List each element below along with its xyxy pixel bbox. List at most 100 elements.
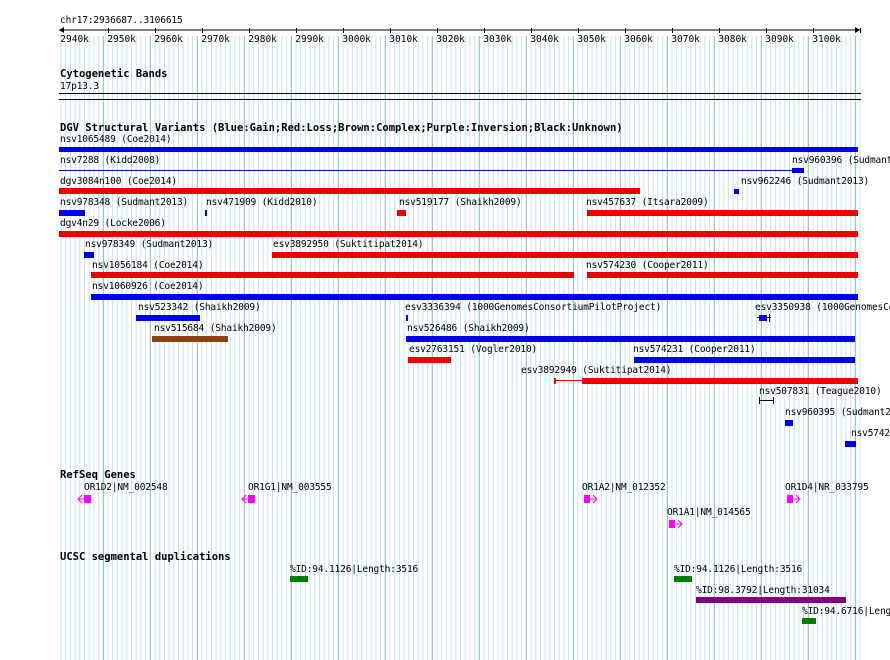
- dgv-variant-label[interactable]: nsv960396 (Sudmant2013): [792, 155, 890, 166]
- ruler-tick-label: 2940k: [60, 34, 89, 45]
- dgv-variant-block[interactable]: [553, 378, 556, 384]
- dgv-variant-bar[interactable]: [136, 315, 201, 321]
- ruler-tick-label: 3050k: [577, 34, 606, 45]
- dgv-variant-label[interactable]: dgv4n29 (Locke2006): [60, 218, 166, 229]
- dgv-variant-label[interactable]: nsv574230 (Cooper2011): [586, 260, 709, 271]
- ruler-tick-mark: [625, 28, 627, 33]
- ruler-tick-mark: [578, 28, 580, 33]
- dgv-variant-label[interactable]: esv2763151 (Vogler2010): [409, 344, 538, 355]
- right-arrow-icon[interactable]: [583, 494, 599, 504]
- ruler-tick-mark: [390, 28, 392, 33]
- ruler-tick-mark: [719, 28, 721, 33]
- dgv-variant-bar[interactable]: [152, 336, 228, 342]
- ruler-tick-label: 3060k: [624, 34, 653, 45]
- ruler-tick-mark: [766, 28, 768, 33]
- segdup-track-title: UCSC segmental duplications: [60, 551, 231, 563]
- dgv-variant-bar[interactable]: [791, 168, 805, 173]
- dgv-variant-label[interactable]: nsv960395 (Sudmant2013): [785, 407, 890, 418]
- ruler-tick-mark: [484, 28, 486, 33]
- segdup-bar[interactable]: [674, 576, 692, 582]
- dgv-variant-bar[interactable]: [586, 210, 858, 216]
- segdup-label[interactable]: %ID:94.1126|Length:3516: [290, 564, 419, 575]
- ruler-coordinates: chr17:2936687..3106615: [60, 15, 183, 26]
- dgv-variant-bar[interactable]: [59, 210, 86, 216]
- dgv-variant-bar[interactable]: [83, 252, 95, 258]
- dgv-variant-bar[interactable]: [90, 294, 858, 300]
- dgv-variant-label[interactable]: nsv471909 (Kidd2010): [206, 197, 318, 208]
- segdup-bar[interactable]: [802, 618, 816, 624]
- dgv-variant-label[interactable]: nsv574232 (Cooper2011): [851, 428, 890, 439]
- dgv-variant-block[interactable]: [758, 315, 767, 321]
- refseq-gene-label[interactable]: OR1D4|NR_033795: [785, 482, 869, 493]
- dgv-variant-label[interactable]: esv3892949 (Suktitipat2014): [521, 365, 672, 376]
- segdup-bar[interactable]: [290, 576, 308, 582]
- dgv-variant-label[interactable]: nsv7288 (Kidd2008): [60, 155, 161, 166]
- ruler-tick-label: 3000k: [342, 34, 371, 45]
- dgv-variant-label[interactable]: nsv507831 (Teague2010): [759, 386, 882, 397]
- dgv-variant-label[interactable]: nsv574231 (Cooper2011): [633, 344, 756, 355]
- dgv-variant-bar[interactable]: [784, 420, 793, 426]
- dgv-variant-bar[interactable]: [734, 189, 740, 194]
- dgv-variant-label[interactable]: nsv962246 (Sudmant2013): [741, 176, 870, 187]
- dgv-variant-endcap: [769, 314, 771, 322]
- ruler-tick-mark: [860, 28, 862, 33]
- dgv-variant-bar[interactable]: [90, 272, 574, 278]
- cytoband-title: Cytogenetic Bands: [60, 68, 168, 80]
- dgv-variant-label[interactable]: nsv515684 (Shaikh2009): [154, 323, 277, 334]
- dgv-variant-label[interactable]: esv3350938 (1000GenomesConsortiumPilotPr…: [755, 302, 890, 313]
- segdup-bar[interactable]: [696, 597, 846, 603]
- cytoband-label: 17p13.3: [60, 81, 99, 92]
- dgv-variant-bar[interactable]: [59, 231, 858, 237]
- refseq-gene-label[interactable]: OR1D2|NM_002548: [84, 482, 168, 493]
- dgv-variant-label[interactable]: nsv526486 (Shaikh2009): [407, 323, 530, 334]
- dgv-variant-label[interactable]: dgv3084n100 (Coe2014): [60, 176, 177, 187]
- dgv-variant-bar[interactable]: [406, 315, 409, 321]
- segdup-label[interactable]: %ID:94.6716|Length:3516: [802, 606, 890, 617]
- dgv-variant-bar[interactable]: [758, 400, 774, 401]
- ruler-tick-label: 3100k: [812, 34, 841, 45]
- dgv-variant-bar[interactable]: [845, 441, 856, 447]
- ruler-tick-mark: [249, 28, 251, 33]
- dgv-variant-bar[interactable]: [633, 357, 855, 363]
- dgv-variant-bar[interactable]: [397, 210, 407, 216]
- dgv-variant-label[interactable]: nsv457637 (Itsara2009): [586, 197, 709, 208]
- refseq-track-title: RefSeq Genes: [60, 469, 136, 481]
- dgv-variant-label[interactable]: nsv978348 (Sudmant2013): [60, 197, 189, 208]
- dgv-variant-label[interactable]: nsv1056184 (Coe2014): [92, 260, 204, 271]
- dgv-variant-bar[interactable]: [271, 252, 858, 258]
- refseq-gene-label[interactable]: OR1G1|NM_003555: [248, 482, 332, 493]
- refseq-gene-label[interactable]: OR1A1|NM_014565: [667, 507, 751, 518]
- ruler-tick-mark: [343, 28, 345, 33]
- dgv-variant-bar[interactable]: [581, 378, 858, 384]
- dgv-variant-label[interactable]: nsv1065489 (Coe2014): [60, 134, 172, 145]
- dgv-variant-bar[interactable]: [406, 336, 855, 342]
- dgv-variant-label[interactable]: esv3336394 (1000GenomesConsortiumPilotPr…: [405, 302, 662, 313]
- ruler-tick-label: 3070k: [671, 34, 700, 45]
- ruler-tick-mark: [672, 28, 674, 33]
- left-arrow-icon[interactable]: [241, 494, 257, 504]
- right-arrow-icon[interactable]: [786, 494, 802, 504]
- dgv-variant-bar[interactable]: [586, 272, 858, 278]
- segdup-label[interactable]: %ID:98.3792|Length:31034: [696, 585, 830, 596]
- dgv-variant-bar[interactable]: [205, 210, 208, 216]
- ruler-tick-mark: [108, 28, 110, 33]
- dgv-variant-label[interactable]: nsv1060926 (Coe2014): [92, 281, 204, 292]
- dgv-variant-bar[interactable]: [408, 357, 452, 363]
- right-arrow-icon[interactable]: [668, 519, 684, 529]
- ruler-tick-label: 3090k: [765, 34, 794, 45]
- dgv-variant-bar[interactable]: [59, 147, 858, 152]
- dgv-variant-label[interactable]: esv3892950 (Suktitipat2014): [273, 239, 424, 250]
- dgv-variant-label[interactable]: nsv519177 (Shaikh2009): [399, 197, 522, 208]
- dgv-variant-bar[interactable]: [59, 170, 792, 171]
- dgv-variant-bar[interactable]: [59, 188, 640, 194]
- dgv-variant-label[interactable]: nsv523342 (Shaikh2009): [138, 302, 261, 313]
- dgv-variant-label[interactable]: nsv978349 (Sudmant2013): [85, 239, 214, 250]
- refseq-gene-label[interactable]: OR1A2|NM_012352: [582, 482, 666, 493]
- ruler-tick-label: 3040k: [530, 34, 559, 45]
- left-arrow-icon[interactable]: [77, 494, 93, 504]
- ruler-tick-label: 2970k: [201, 34, 230, 45]
- segdup-label[interactable]: %ID:94.1126|Length:3516: [674, 564, 803, 575]
- ruler-tick-label: 3030k: [483, 34, 512, 45]
